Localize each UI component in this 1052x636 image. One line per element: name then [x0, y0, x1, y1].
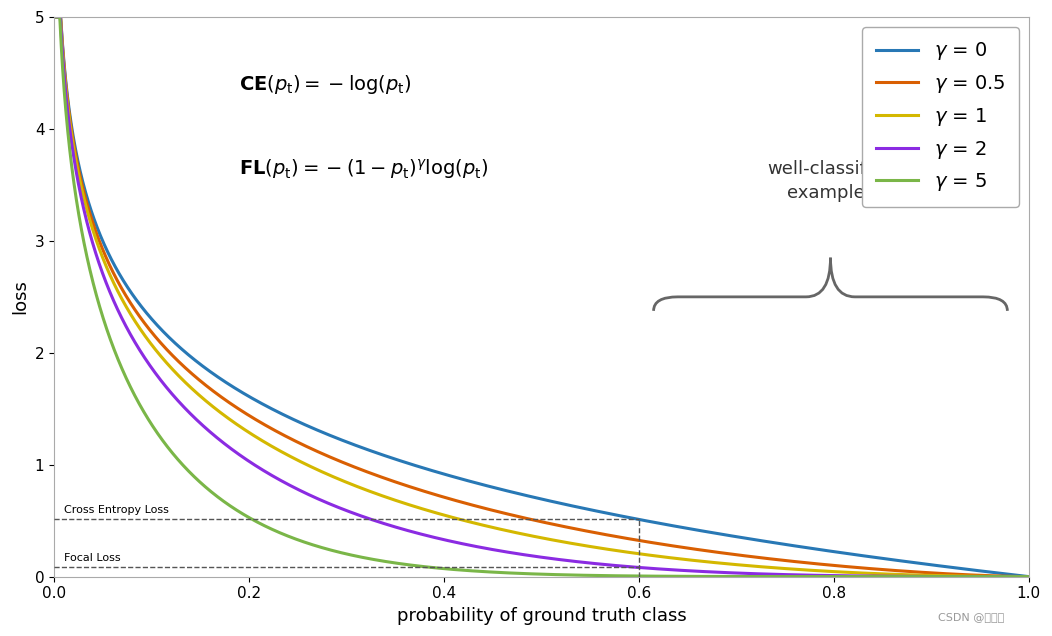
$\gamma$ = 0.5: [464, 501, 477, 508]
$\gamma$ = 1: [48, 13, 61, 21]
$\gamma$ = 5: [1023, 573, 1035, 581]
$\gamma$ = 0.5: [898, 567, 911, 575]
X-axis label: probability of ground truth class: probability of ground truth class: [397, 607, 686, 625]
Text: $\mathbf{FL}(p_\mathrm{t}) = -(1 - p_\mathrm{t})^\gamma \log(p_\mathrm{t})$: $\mathbf{FL}(p_\mathrm{t}) = -(1 - p_\ma…: [239, 157, 489, 181]
Line: $\gamma$ = 2: $\gamma$ = 2: [55, 17, 1029, 577]
Legend: $\gamma$ = 0, $\gamma$ = 0.5, $\gamma$ = 1, $\gamma$ = 2, $\gamma$ = 5: $\gamma$ = 0, $\gamma$ = 0.5, $\gamma$ =…: [862, 27, 1019, 207]
$\gamma$ = 0: [898, 558, 911, 565]
$\gamma$ = 0: [1004, 570, 1016, 578]
$\gamma$ = 0.5: [422, 488, 434, 496]
$\gamma$ = 2: [464, 542, 477, 550]
$\gamma$ = 2: [1004, 573, 1016, 581]
$\gamma$ = 5: [48, 13, 61, 21]
$\gamma$ = 0.5: [218, 395, 230, 403]
$\gamma$ = 5: [464, 567, 477, 574]
$\gamma$ = 0.5: [1023, 573, 1035, 581]
Line: $\gamma$ = 1: $\gamma$ = 1: [55, 17, 1029, 577]
Line: $\gamma$ = 5: $\gamma$ = 5: [55, 17, 1029, 577]
Line: $\gamma$ = 0: $\gamma$ = 0: [55, 17, 1029, 577]
$\gamma$ = 1: [898, 571, 911, 579]
$\gamma$ = 1: [422, 507, 434, 515]
$\gamma$ = 1: [160, 359, 173, 366]
$\gamma$ = 2: [422, 532, 434, 540]
$\gamma$ = 0: [464, 478, 477, 485]
$\gamma$ = 0.5: [48, 13, 61, 21]
$\gamma$ = 0: [422, 466, 434, 473]
$\gamma$ = 5: [422, 563, 434, 571]
$\gamma$ = 0: [218, 377, 230, 385]
$\gamma$ = 5: [1004, 573, 1016, 581]
$\gamma$ = 5: [898, 573, 911, 581]
$\gamma$ = 0: [160, 331, 173, 338]
Text: Focal Loss: Focal Loss: [64, 553, 121, 563]
$\gamma$ = 0: [48, 13, 61, 21]
$\gamma$ = 0: [1023, 573, 1035, 581]
$\gamma$ = 2: [1023, 573, 1035, 581]
$\gamma$ = 5: [160, 441, 173, 449]
$\gamma$ = 5: [218, 498, 230, 506]
$\gamma$ = 0.5: [160, 345, 173, 353]
$\gamma$ = 2: [160, 383, 173, 391]
Text: well-classified
examples: well-classified examples: [767, 160, 894, 202]
$\gamma$ = 0.5: [1004, 572, 1016, 580]
$\gamma$ = 2: [48, 13, 61, 21]
Y-axis label: loss: loss: [12, 279, 29, 314]
$\gamma$ = 2: [218, 439, 230, 447]
Line: $\gamma$ = 0.5: $\gamma$ = 0.5: [55, 17, 1029, 577]
Text: $\mathbf{CE}(p_\mathrm{t}) = -\log(p_\mathrm{t})$: $\mathbf{CE}(p_\mathrm{t}) = -\log(p_\ma…: [239, 73, 412, 96]
$\gamma$ = 2: [898, 572, 911, 580]
Text: CSDN @颜师傅: CSDN @颜师傅: [938, 612, 1005, 622]
$\gamma$ = 1: [464, 518, 477, 526]
$\gamma$ = 1: [218, 411, 230, 419]
$\gamma$ = 1: [1004, 573, 1016, 581]
$\gamma$ = 1: [1023, 573, 1035, 581]
Text: Cross Entropy Loss: Cross Entropy Loss: [64, 505, 168, 515]
